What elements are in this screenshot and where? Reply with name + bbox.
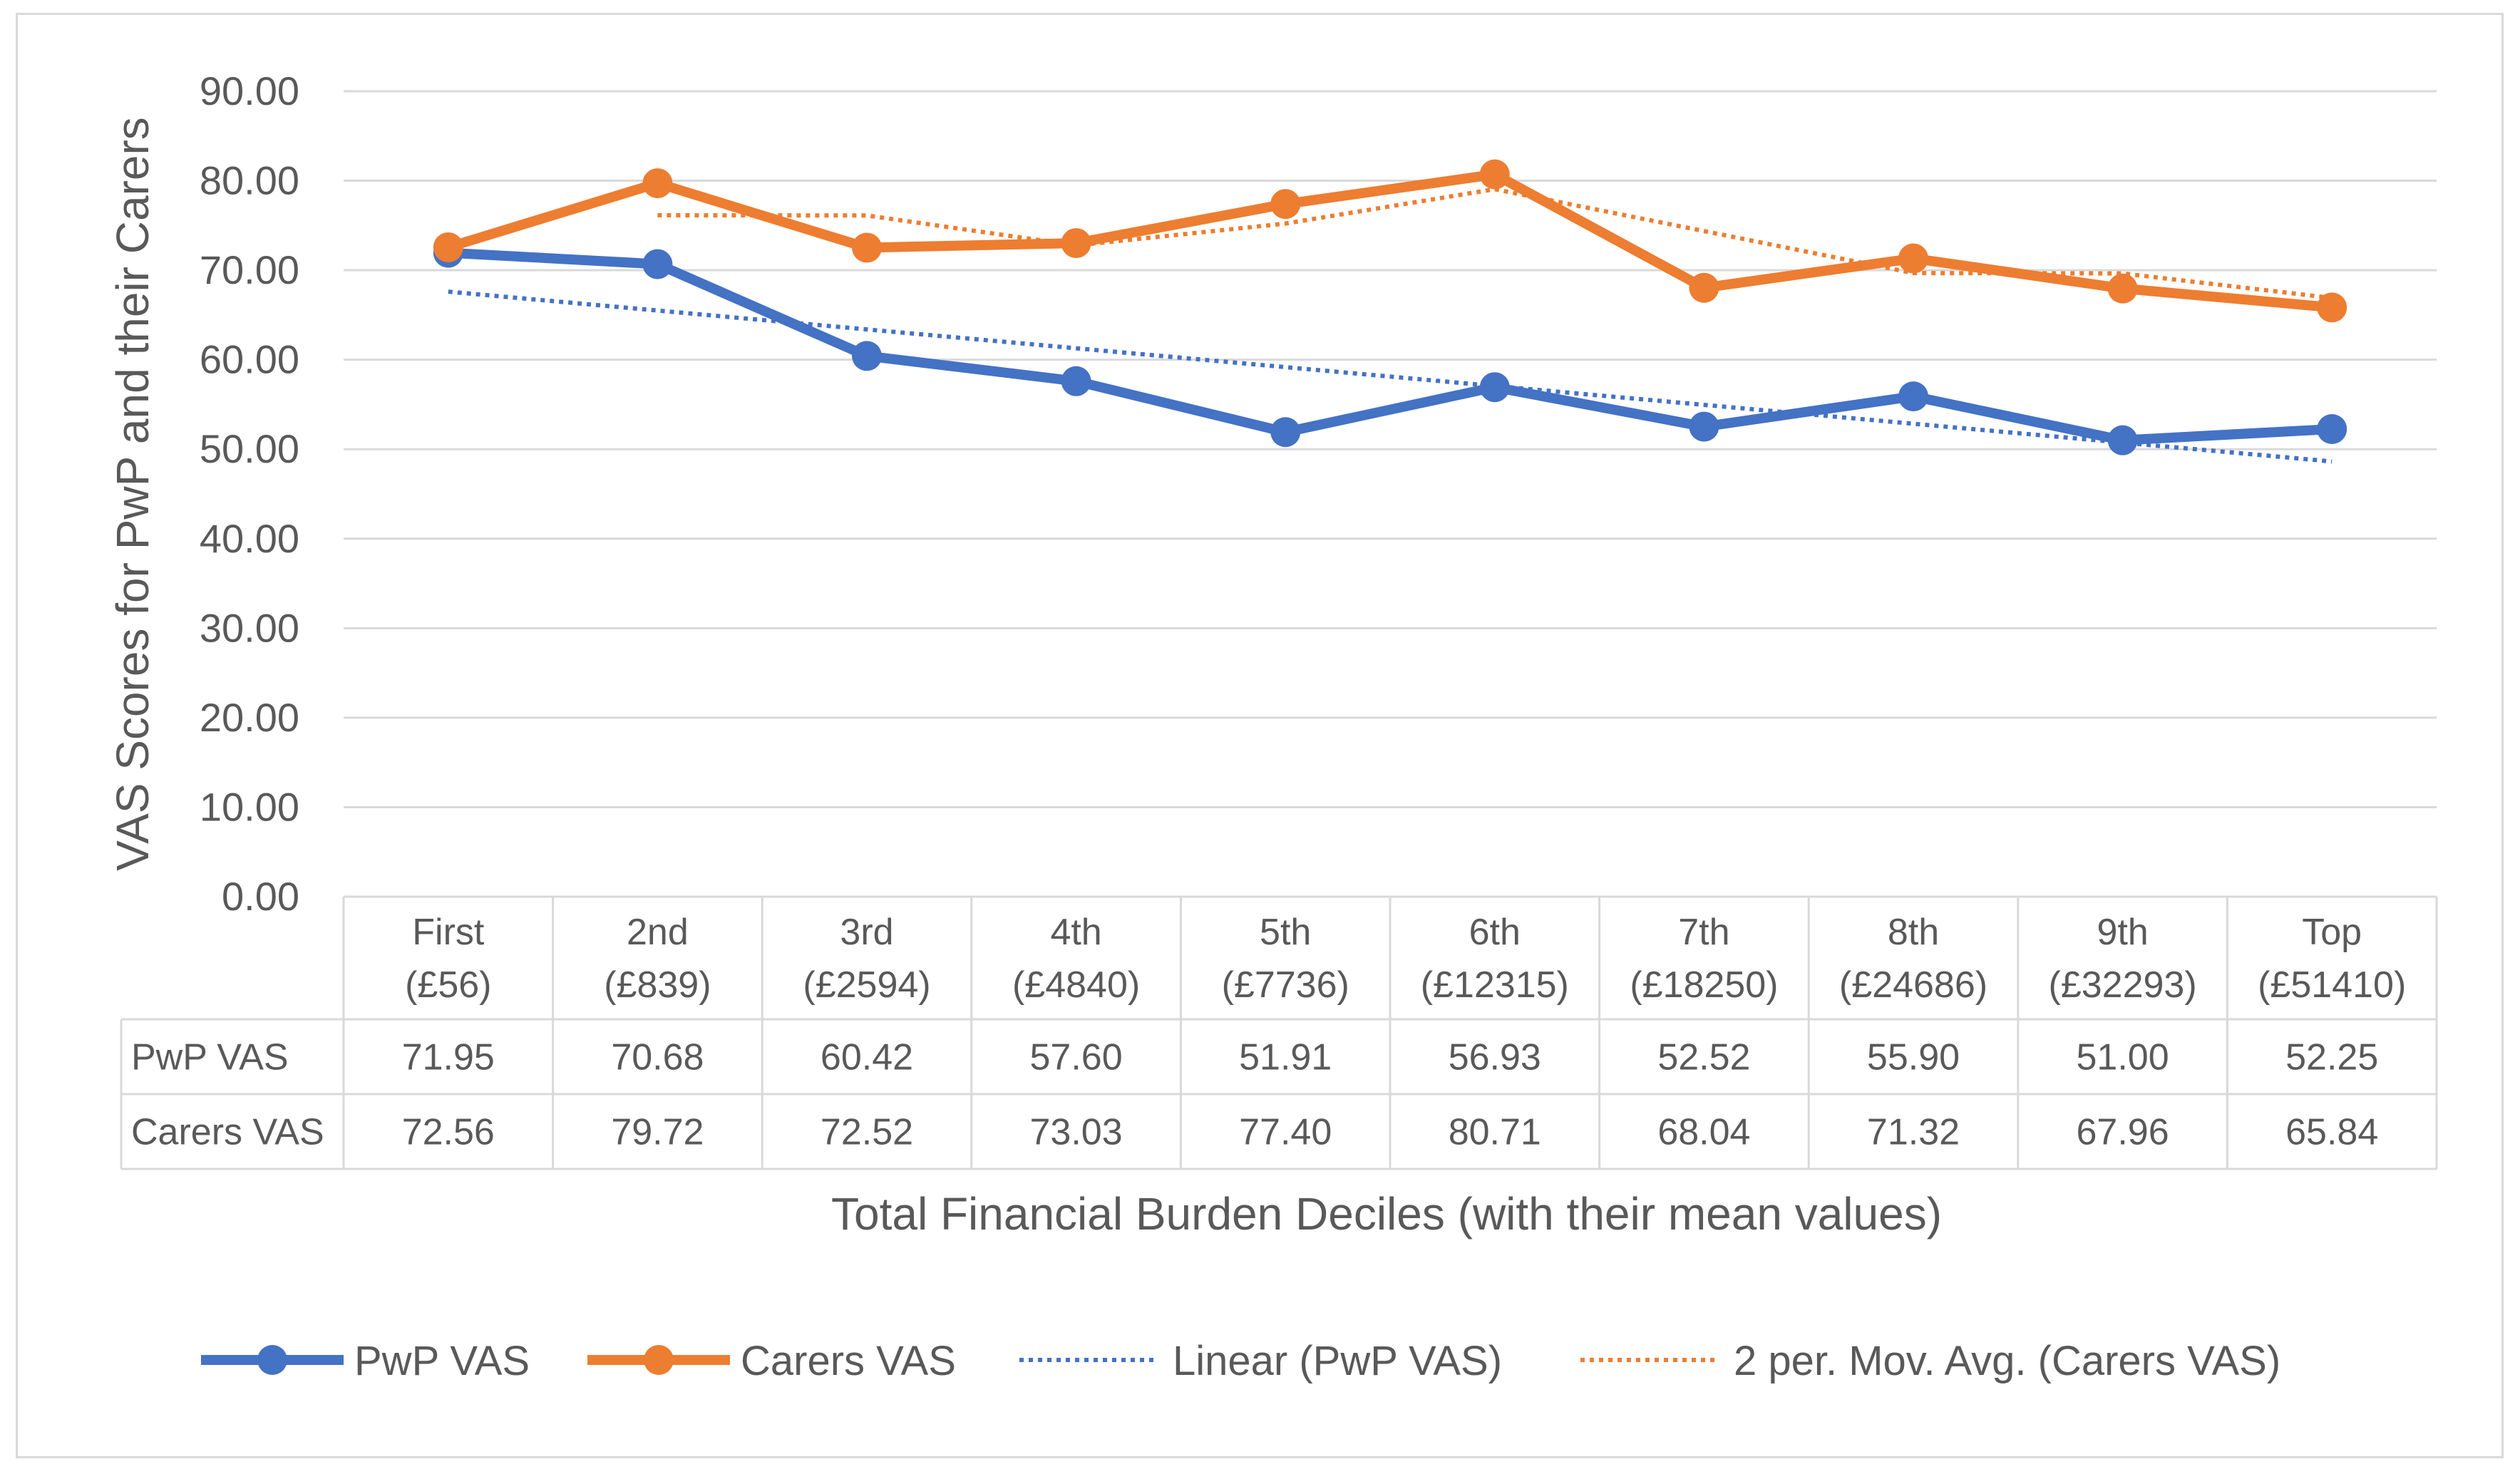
data-point (1689, 411, 1719, 442)
table-cell: 72.52 (821, 1112, 913, 1153)
y-tick-label: 10.00 (200, 784, 299, 829)
y-tick-label: 60.00 (200, 337, 299, 382)
gridlines (344, 90, 2437, 808)
table-cell: 51.91 (1239, 1037, 1332, 1078)
category-mean-label: (£4840) (1012, 964, 1140, 1006)
category-mean-label: (£56) (405, 964, 491, 1006)
category-mean-label: (£24686) (1839, 964, 1987, 1006)
table-cell: 71.95 (402, 1037, 495, 1078)
data-point (2107, 425, 2138, 455)
data-point (852, 341, 882, 371)
legend-label: Carers VAS (741, 1338, 956, 1384)
category-label: 3rd (840, 912, 893, 953)
table-cell: 77.40 (1239, 1112, 1332, 1153)
table-cell: 71.32 (1867, 1112, 1960, 1153)
table-cell: 56.93 (1449, 1037, 1541, 1078)
data-point (1061, 228, 1091, 259)
trendline (448, 289, 2333, 464)
data-point (2317, 292, 2347, 323)
category-mean-label: (£18250) (1630, 964, 1778, 1006)
data-point (1898, 243, 1928, 274)
data-point (852, 232, 882, 263)
table-cell: 60.42 (821, 1037, 913, 1078)
data-point (642, 168, 673, 199)
table-cell: 72.56 (402, 1112, 495, 1153)
y-axis-tick-labels: 0.00 10.00 20.00 30.00 40.00 50.00 60.00 70.00 8… (200, 68, 299, 919)
category-mean-label: (£12315) (1421, 964, 1569, 1006)
legend-label: PwP VAS (354, 1338, 530, 1384)
data-point (1898, 381, 1928, 412)
table-cell: 52.25 (2285, 1037, 2378, 1078)
legend-swatch-marker (644, 1345, 674, 1375)
table-cell: 70.68 (611, 1037, 704, 1078)
series-line (448, 247, 2333, 445)
table-cell: 52.52 (1657, 1037, 1750, 1078)
data-point (2107, 273, 2138, 304)
table-cell: 51.00 (2077, 1037, 2169, 1078)
table-cell: 65.84 (2285, 1112, 2378, 1153)
data-point (642, 249, 673, 279)
table-cell: 67.96 (2077, 1112, 2169, 1153)
legend-item: Carers VAS (587, 1338, 956, 1384)
data-point (1479, 159, 1510, 190)
data-point (1270, 189, 1301, 220)
y-tick-label: 0.00 (222, 874, 299, 919)
legend: PwP VAS Carers VAS Linear (PwP VAS) 2 per. … (201, 1338, 2280, 1384)
category-label: 4th (1050, 912, 1101, 953)
category-mean-label: (£32293) (2049, 964, 2197, 1006)
category-mean-label: (£7736) (1222, 964, 1349, 1006)
category-label: First (412, 912, 485, 953)
category-label: 5th (1260, 912, 1311, 953)
data-point (1061, 366, 1091, 396)
y-tick-label: 70.00 (200, 247, 299, 292)
trendlines (448, 187, 2333, 464)
y-tick-label: 80.00 (200, 158, 299, 203)
category-mean-label: (£51410) (2258, 964, 2406, 1006)
table-row-header: Carers VAS (131, 1112, 324, 1153)
y-tick-label: 30.00 (200, 605, 299, 650)
data-point (1479, 372, 1510, 403)
table-cell: 79.72 (611, 1112, 704, 1153)
y-tick-label: 90.00 (200, 68, 299, 113)
category-label: 6th (1469, 912, 1521, 953)
series-line (446, 169, 2333, 313)
table-cell: 57.60 (1030, 1037, 1123, 1078)
legend-item: Linear (PwP VAS) (1019, 1338, 1502, 1384)
category-mean-label: (£839) (604, 964, 711, 1006)
category-label: 2nd (627, 912, 689, 953)
table-cell: 80.71 (1449, 1112, 1541, 1153)
legend-label: 2 per. Mov. Avg. (Carers VAS) (1734, 1338, 2280, 1384)
category-label: 9th (2097, 912, 2148, 953)
category-label: 7th (1678, 912, 1729, 953)
table-cell: 73.03 (1030, 1112, 1123, 1153)
table-cell: 68.04 (1657, 1112, 1750, 1153)
y-axis-title: VAS Scores for PwP and their Carers (107, 117, 158, 871)
legend-label: Linear (PwP VAS) (1173, 1338, 1502, 1384)
y-tick-label: 50.00 (200, 426, 299, 471)
y-tick-label: 20.00 (200, 695, 299, 740)
table-row-header: PwP VAS (131, 1037, 289, 1078)
legend-item: PwP VAS (201, 1338, 530, 1384)
legend-item: 2 per. Mov. Avg. (Carers VAS) (1580, 1338, 2280, 1384)
chart-frame (16, 13, 2504, 1458)
data-point (433, 232, 463, 262)
category-label: 8th (1888, 912, 1939, 953)
data-point (1270, 417, 1301, 448)
data-point (2317, 413, 2347, 444)
trendline (657, 187, 2333, 301)
data-point (1689, 272, 1719, 303)
table-cell: 55.90 (1867, 1037, 1960, 1078)
series-lines (433, 159, 2347, 455)
category-mean-label: (£2594) (803, 964, 930, 1006)
data-table: First (£56) 2nd (£839) 3rd (£2594) 4th (£4840) 5… (120, 895, 2438, 1170)
y-tick-label: 40.00 (200, 516, 299, 561)
category-label: Top (2302, 912, 2362, 953)
legend-swatch-marker (257, 1345, 287, 1375)
x-axis-title: Total Financial Burden Deciles (with the… (831, 1188, 1942, 1240)
